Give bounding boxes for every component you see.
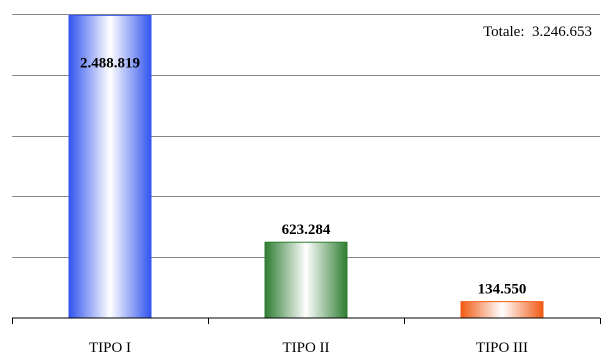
x-ticks xyxy=(12,318,601,324)
x-tick-label: TIPO II xyxy=(282,340,329,356)
data-label: 2.488.819 xyxy=(80,55,140,71)
x-tick-label: TIPO III xyxy=(476,340,528,356)
x-tick-label: TIPO I xyxy=(89,340,131,356)
bar-tipo-i xyxy=(68,14,152,319)
bar-tipo-iii xyxy=(460,301,544,319)
bars xyxy=(68,14,544,319)
bar-tipo-ii xyxy=(264,241,348,319)
data-label: 623.284 xyxy=(282,222,331,238)
total-annotation: Totale: 3.246.653 xyxy=(483,24,592,40)
data-label: 134.550 xyxy=(478,282,527,298)
labels: 2.488.819 TIPO I 623.284 TIPO II 134.550 TIPO… xyxy=(80,55,528,356)
